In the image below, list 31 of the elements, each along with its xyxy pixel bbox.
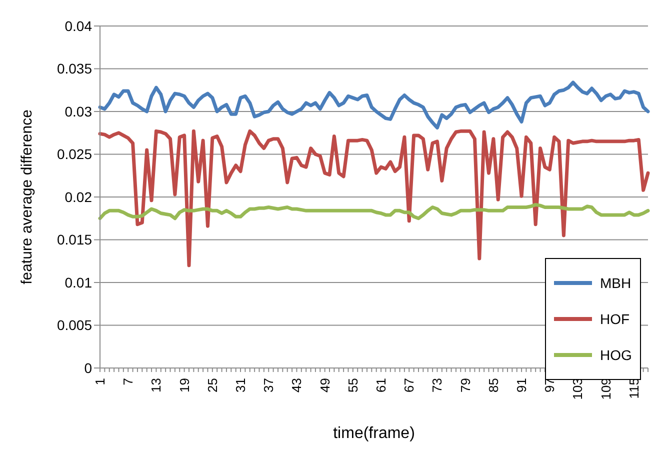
y-tick-label: 0.005	[56, 317, 92, 334]
y-tick-label: 0.025	[56, 146, 92, 162]
x-tick-label: 49	[317, 378, 332, 392]
x-tick-label: 67	[402, 378, 417, 392]
y-tick-label: 0.02	[64, 188, 92, 205]
y-tick-label: 0.015	[56, 232, 92, 248]
x-tick-label: 1	[92, 378, 108, 386]
x-tick-label: 25	[204, 378, 220, 392]
y-tick-label: 0.04	[64, 18, 92, 34]
y-tick-label: 0	[84, 360, 92, 376]
x-tick-label: 61	[374, 378, 389, 392]
legend-label: HOF	[600, 311, 630, 327]
legend-label: HOG	[600, 347, 632, 363]
x-tick-label: 19	[176, 378, 192, 392]
x-tick-label: 55	[345, 378, 360, 392]
x-axis-title: time(frame)	[333, 425, 415, 442]
x-tick-label: 37	[261, 378, 276, 392]
legend-label: MBH	[600, 275, 632, 291]
y-tick-label: 0.035	[56, 60, 92, 77]
x-tick-label: 13	[148, 378, 164, 392]
x-tick-label: 85	[486, 378, 501, 392]
x-tick-label: 43	[289, 378, 304, 392]
x-tick-label: 79	[458, 378, 473, 392]
line-series	[98, 202, 650, 220]
x-tick-label: 73	[430, 378, 445, 392]
y-tick-label: 0.01	[64, 274, 92, 290]
y-tick-label: 0.03	[64, 103, 92, 120]
x-tick-label: 91	[514, 378, 530, 392]
x-tick-label: 7	[120, 378, 136, 386]
y-axis-title: feature average difference	[18, 110, 36, 284]
x-tick-label: 31	[233, 378, 248, 392]
